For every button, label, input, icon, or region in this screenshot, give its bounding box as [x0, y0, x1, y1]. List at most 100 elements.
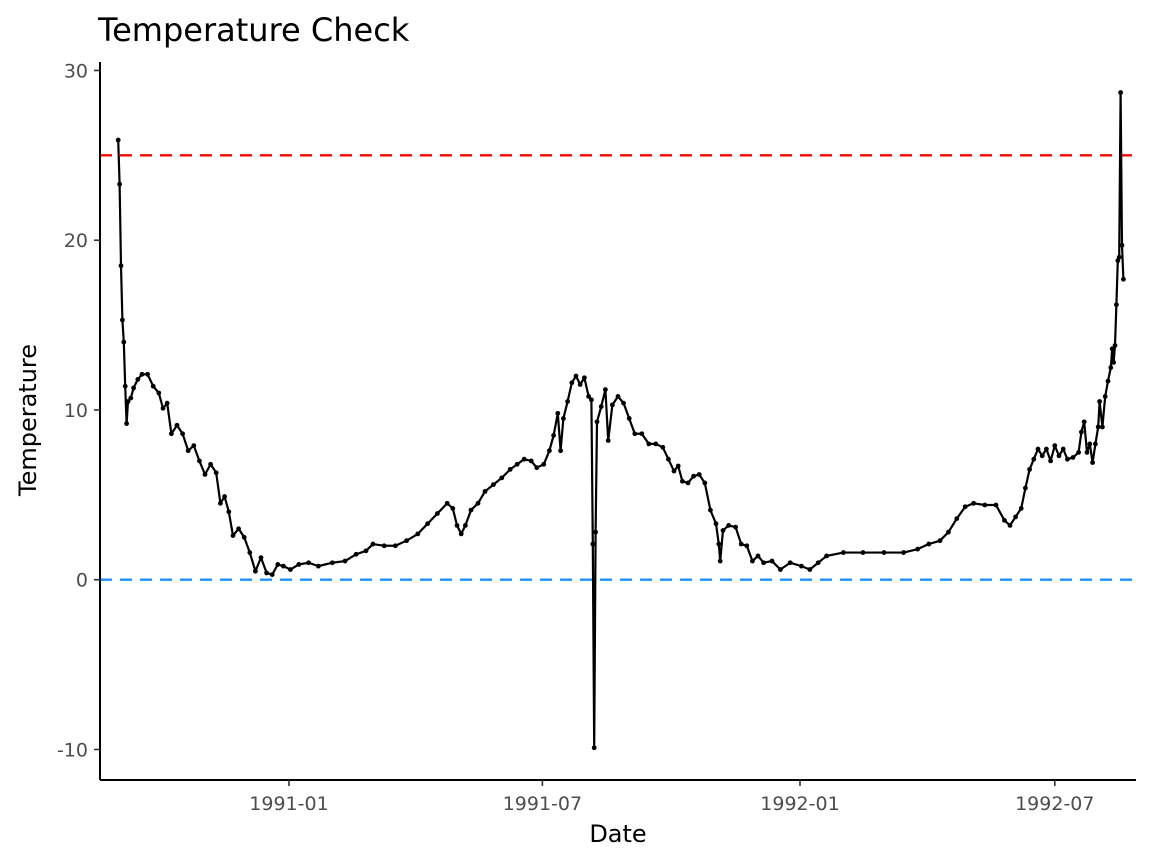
data-point-0-164	[1102, 393, 1108, 399]
data-point-0-114	[744, 543, 750, 549]
data-point-0-15	[160, 405, 166, 411]
data-point-0-65	[514, 461, 520, 467]
data-point-0-161	[1095, 424, 1101, 430]
data-point-0-67	[528, 458, 534, 464]
data-point-0-89	[610, 402, 615, 408]
data-point-0-2	[118, 263, 124, 269]
data-point-0-13	[150, 383, 156, 389]
tick-labels: -10 0 10 20 30 1991-01 1991-07 1992-01 1992-07	[57, 60, 1095, 815]
data-point-0-44	[342, 558, 348, 564]
data-point-0-162	[1097, 399, 1102, 404]
data-point-0-11	[139, 371, 145, 377]
data-point-0-66	[521, 456, 527, 462]
data-point-0-122	[807, 567, 813, 572]
data-point-0-127	[881, 550, 887, 555]
data-point-0-156	[1081, 419, 1087, 425]
data-point-0-110	[720, 528, 726, 533]
data-point-0-95	[646, 441, 652, 447]
data-point-0-76	[569, 380, 575, 386]
data-point-0-123	[815, 560, 821, 566]
data-point-0-59	[468, 507, 474, 513]
data-point-0-64	[507, 466, 513, 472]
data-point-0-78	[577, 382, 583, 387]
data-point-0-170	[1114, 302, 1119, 308]
data-point-0-40	[296, 562, 302, 567]
data-point-0-101	[680, 478, 685, 484]
data-point-0-112	[733, 524, 738, 530]
data-point-0-103	[691, 473, 696, 479]
data-point-0-34	[258, 555, 264, 561]
data-point-0-1	[117, 181, 122, 187]
data-point-0-111	[726, 522, 731, 528]
data-point-0-47	[370, 541, 376, 547]
data-point-0-16	[164, 400, 170, 406]
data-point-0-75	[565, 399, 570, 404]
data-point-0-26	[218, 500, 223, 506]
data-point-0-35	[264, 570, 269, 576]
data-point-0-19	[180, 431, 186, 437]
data-point-0-119	[778, 567, 783, 572]
data-point-0-61	[482, 489, 488, 494]
data-point-0-129	[915, 546, 920, 552]
data-point-0-10	[135, 377, 141, 382]
data-point-0-98	[666, 456, 671, 462]
data-point-0-167	[1109, 346, 1115, 352]
data-point-0-175	[1121, 276, 1126, 282]
data-point-0-51	[415, 531, 421, 537]
data-point-0-77	[573, 373, 579, 379]
data-point-0-45	[353, 551, 359, 557]
data-point-0-136	[982, 502, 988, 508]
data-point-0-12	[145, 371, 151, 377]
data-point-0-125	[841, 550, 846, 555]
data-point-0-81	[589, 397, 594, 403]
data-point-0-54	[444, 500, 450, 506]
data-point-0-84	[593, 529, 598, 535]
data-point-0-80	[586, 393, 591, 399]
data-point-0-17	[169, 431, 174, 437]
data-point-0-137	[993, 502, 999, 508]
data-point-0-79	[582, 375, 587, 381]
axes	[99, 62, 1136, 781]
data-point-0-73	[558, 448, 563, 454]
data-point-0-20	[185, 448, 191, 454]
data-point-0-49	[393, 543, 398, 549]
data-layer	[115, 90, 1126, 751]
data-point-0-6	[124, 421, 129, 426]
data-point-0-70	[547, 448, 552, 454]
data-point-0-173	[1118, 90, 1123, 95]
data-point-0-124	[824, 553, 829, 559]
data-point-0-25	[213, 470, 219, 476]
data-point-0-68	[534, 465, 540, 471]
data-point-0-149	[1052, 443, 1058, 449]
data-point-0-56	[454, 522, 460, 528]
data-point-0-130	[926, 541, 932, 547]
data-point-0-14	[156, 390, 162, 396]
data-point-0-144	[1031, 456, 1037, 462]
data-point-0-96	[653, 441, 659, 447]
data-point-0-159	[1090, 460, 1095, 465]
data-point-0-57	[458, 531, 464, 537]
data-point-0-94	[639, 431, 645, 437]
data-point-0-107	[713, 521, 719, 527]
data-point-0-141	[1018, 506, 1024, 511]
data-point-0-82	[590, 541, 596, 547]
data-point-0-121	[799, 563, 804, 569]
data-point-0-155	[1079, 429, 1084, 435]
data-point-0-100	[675, 463, 681, 469]
data-point-0-140	[1013, 514, 1018, 520]
data-point-0-22	[197, 458, 202, 464]
x-axis-title: Date	[589, 820, 646, 848]
data-point-0-5	[122, 383, 128, 389]
y-axis-title: Temperature	[14, 344, 42, 497]
data-point-0-158	[1087, 441, 1093, 447]
data-point-0-36	[269, 572, 275, 578]
series-line-0	[117, 91, 1125, 749]
x-tick-label-2: 1992-01	[760, 793, 839, 815]
data-point-0-172	[1116, 254, 1122, 260]
data-point-0-134	[962, 504, 968, 510]
data-point-0-53	[435, 511, 440, 516]
data-point-0-55	[450, 506, 456, 511]
data-point-0-30	[236, 526, 242, 532]
